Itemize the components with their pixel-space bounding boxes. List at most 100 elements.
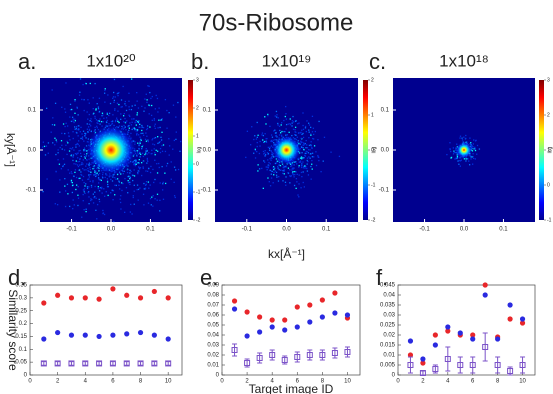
speckle [269,158,270,159]
speckle [275,115,276,116]
speckle [69,139,70,140]
colorbar-tick-label: 0 [547,182,550,188]
speckle [307,157,308,158]
speckle [88,203,89,204]
speckle [175,116,176,117]
speckle [137,112,138,113]
speckle [137,100,138,101]
speckle [103,188,104,189]
speckle [267,114,268,115]
speckle [98,120,99,121]
speckle [107,113,108,114]
speckle [295,132,296,133]
speckle [86,209,87,210]
speckle [272,171,273,172]
speckle [453,153,454,154]
speckle [118,92,119,93]
speckle [168,112,169,113]
speckle [103,212,104,213]
speckle [113,190,114,191]
speckle [457,157,458,158]
speckle [144,188,145,189]
speckle [296,181,297,182]
speckle [136,156,137,157]
speckle [138,120,139,121]
speckle [74,99,75,100]
x-tick-label: 10 [165,379,172,385]
speckle [316,165,317,166]
speckle [48,142,49,143]
speckle [275,163,276,164]
speckle [101,192,102,193]
speckle [158,107,159,108]
speckle [109,176,110,177]
speckle [155,124,156,125]
speckle [114,108,115,109]
speckle [113,92,114,93]
speckle [54,138,55,139]
point [96,297,101,302]
speckle [98,177,99,178]
speckle [90,125,91,126]
panel-title: 1x10¹⁸ [439,51,489,70]
speckle [133,195,134,196]
speckle [283,131,284,132]
speckle [152,139,153,140]
speckle [139,142,140,143]
speckle [131,109,132,110]
y-axis-label: Similarity score [6,289,20,371]
speckle [80,78,81,79]
speckle [139,143,140,144]
speckle [98,182,99,183]
speckle [84,135,85,136]
speckle [89,124,90,125]
speckle [159,167,160,168]
speckle [139,149,140,150]
y-tick-label: 0.05 [207,323,219,329]
speckle [87,119,88,120]
speckle [96,119,97,120]
speckle [285,128,286,129]
speckle [143,111,144,112]
point [433,332,438,337]
speckle [115,121,116,122]
speckle [143,168,144,169]
speckle [144,154,145,155]
speckle [469,164,470,165]
speckle [67,184,68,185]
speckle [121,190,122,191]
speckle [80,138,81,139]
speckle [166,110,167,111]
speckle [125,121,126,122]
x-tick-label: -0.1 [66,227,77,233]
speckle [270,170,271,171]
speckle [106,117,107,118]
speckle [305,147,306,148]
y-tick-label: -0.1 [379,188,390,194]
speckle [121,182,122,183]
speckle [296,188,297,189]
speckle [154,119,155,120]
speckle [99,120,100,121]
speckle [281,131,282,132]
speckle [113,102,114,103]
speckle [60,147,61,148]
colorbar-label: log [371,146,377,153]
speckle [129,182,130,183]
speckle [154,148,155,149]
point [41,300,46,305]
speckle [126,187,127,188]
speckle [101,188,102,189]
speckle [277,124,278,125]
speckle [84,154,85,155]
point [520,316,525,321]
speckle [72,185,73,186]
speckle [93,197,94,198]
speckle [56,141,57,142]
speckle [271,177,272,178]
speckle [138,144,139,145]
speckle [107,178,108,179]
speckle [268,147,269,148]
speckle [308,129,309,130]
speckle [125,101,126,102]
